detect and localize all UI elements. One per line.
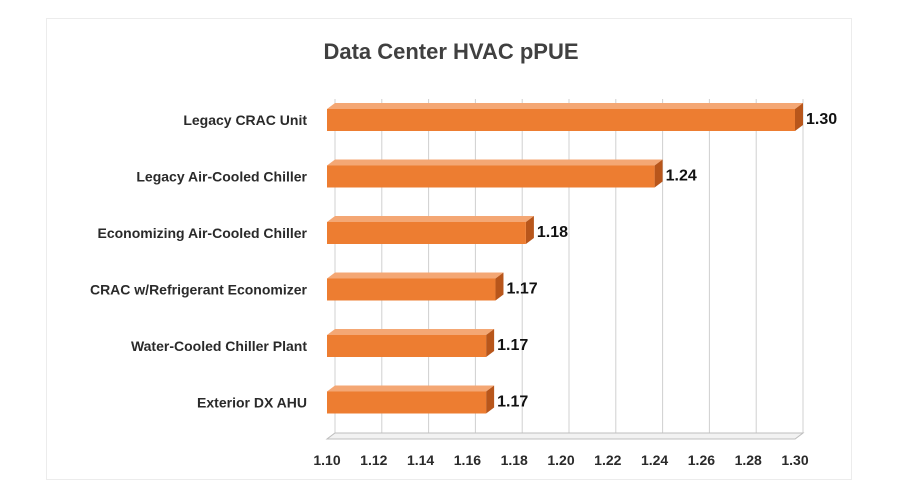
bar — [327, 216, 534, 244]
chart-floor — [325, 432, 805, 440]
x-tick-label: 1.18 — [501, 452, 528, 468]
bar-side — [486, 385, 495, 414]
category-label: CRAC w/Refrigerant Economizer — [90, 282, 308, 298]
value-label: 1.17 — [506, 281, 537, 298]
bar — [327, 159, 663, 188]
category-label: Legacy Air-Cooled Chiller — [136, 169, 307, 185]
x-tick-label: 1.22 — [594, 452, 621, 468]
category-label: Economizing Air-Cooled Chiller — [98, 225, 308, 241]
bar-front — [327, 278, 496, 301]
x-tick-label: 1.26 — [688, 452, 715, 468]
x-tick-label: 1.12 — [360, 452, 387, 468]
value-label: 1.17 — [497, 394, 528, 411]
bar-front — [327, 109, 795, 131]
bar-top — [327, 272, 504, 279]
value-label: 1.17 — [497, 337, 528, 354]
bar — [327, 385, 495, 414]
x-tick-label: 1.28 — [735, 452, 762, 468]
bar — [327, 329, 495, 357]
bars — [327, 103, 803, 414]
bar-chart: Data Center HVAC pPUE Legacy CRAC UnitLe… — [90, 39, 837, 468]
bar — [327, 103, 803, 131]
x-axis-ticks: 1.10 1.12 1.14 1.16 1.18 1.20 1.22 1.24 1.26 1.28… — [313, 452, 808, 468]
bar-top — [327, 385, 495, 392]
x-tick-label: 1.24 — [641, 452, 668, 468]
x-tick-label: 1.16 — [454, 452, 481, 468]
bar-top — [327, 103, 803, 109]
bar-front — [327, 222, 526, 244]
bar-side — [495, 272, 504, 301]
bar-top — [327, 329, 495, 335]
category-label: Water-Cooled Chiller Plant — [131, 338, 307, 354]
x-tick-label: 1.30 — [781, 452, 808, 468]
chart-floor-plane — [325, 432, 805, 440]
grid-lines — [326, 99, 804, 440]
bar-front — [327, 391, 487, 414]
bar-top — [327, 159, 663, 166]
category-labels: Legacy CRAC Unit Legacy Air-Cooled Chille… — [90, 112, 308, 411]
bar-side — [525, 216, 534, 244]
value-label: 1.18 — [537, 224, 568, 241]
value-labels: 1.30 1.24 1.18 1.17 1.17 1.17 — [497, 111, 837, 411]
chart-frame: Data Center HVAC pPUE Legacy CRAC Unit Le… — [46, 18, 852, 480]
value-label: 1.30 — [806, 111, 837, 128]
bar-side — [795, 103, 803, 131]
value-label: 1.24 — [666, 168, 697, 185]
category-label: Legacy CRAC Unit — [183, 112, 307, 128]
x-tick-label: 1.10 — [313, 452, 340, 468]
chart-title: Data Center HVAC pPUE — [323, 39, 578, 64]
category-label: Exterior DX AHU — [197, 395, 307, 411]
bar-side — [486, 329, 495, 357]
bar-front — [327, 335, 487, 357]
bar — [327, 272, 504, 301]
bar-top — [327, 216, 534, 222]
x-tick-label: 1.14 — [407, 452, 434, 468]
x-tick-label: 1.20 — [547, 452, 574, 468]
bar-front — [327, 165, 655, 188]
bar-side — [654, 159, 663, 188]
